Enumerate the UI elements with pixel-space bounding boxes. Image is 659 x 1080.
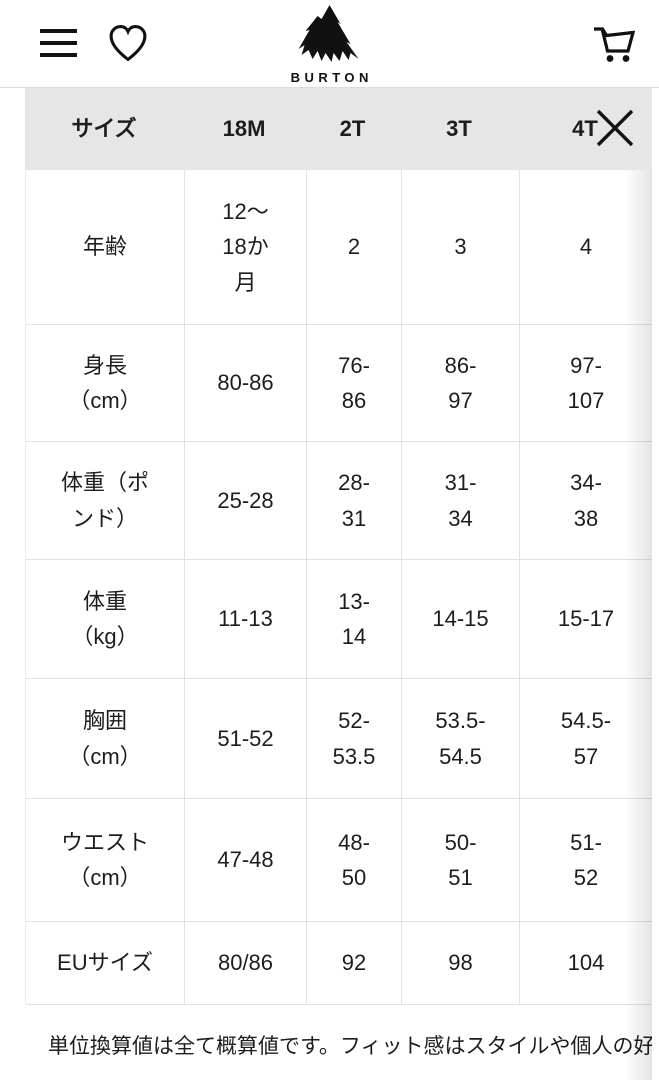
row-label: EUサイズ <box>57 950 153 976</box>
table-cell: 3 <box>401 170 519 324</box>
column-header-18m: 18M <box>222 116 266 142</box>
column-header-4t: 4T <box>572 116 598 142</box>
table-cell: 48- 50 <box>306 799 401 921</box>
table-cell: 28- 31 <box>306 442 401 559</box>
table-cell: 92 <box>306 922 401 1004</box>
table-cell: 86- 97 <box>401 325 519 441</box>
size-chart-header-row: サイズ 18M 2T 3T 4T <box>25 88 652 170</box>
nav-right-group <box>589 0 636 88</box>
table-cell: 25-28 <box>184 442 306 559</box>
table-cell: 104 <box>519 922 652 1004</box>
table-cell: 50- 51 <box>401 799 519 921</box>
table-row-height: 身長 （cm） 80-86 76- 86 86- 97 97- 107 <box>26 325 652 442</box>
menu-icon <box>39 26 78 63</box>
menu-button[interactable] <box>39 26 78 63</box>
table-cell: 15-17 <box>519 560 652 678</box>
table-row-weight-lbs: 体重（ポ ンド） 25-28 28- 31 31- 34 34- 38 <box>26 442 652 560</box>
table-cell: 98 <box>401 922 519 1004</box>
heart-icon <box>106 22 150 67</box>
column-header-size: サイズ <box>71 116 137 142</box>
cart-icon <box>589 20 636 69</box>
table-row-age: 年齢 12〜 18か 月 2 3 4 <box>26 170 652 325</box>
column-header-2t: 2T <box>339 116 366 142</box>
row-label: 胸囲 （cm） <box>68 708 142 769</box>
table-row-waist: ウエスト （cm） 47-48 48- 50 50- 51 51- 52 <box>26 799 652 922</box>
size-chart-modal: サイズ 18M 2T 3T 4T 年齢 12〜 18か 月 2 3 4 身長 （… <box>25 88 652 1080</box>
table-row-eu-size: EUサイズ 80/86 92 98 104 <box>26 922 652 1005</box>
table-row-weight-kg: 体重 （kg） 11-13 13- 14 14-15 15-17 <box>26 560 652 679</box>
row-label: 年齢 <box>82 234 127 260</box>
row-label: 体重 （kg） <box>71 588 139 649</box>
table-cell: 51- 52 <box>519 799 652 921</box>
table-cell: 53.5- 54.5 <box>401 679 519 798</box>
size-chart-body: 年齢 12〜 18か 月 2 3 4 身長 （cm） 80-86 76- 86 … <box>25 170 652 1005</box>
table-cell: 80-86 <box>184 325 306 441</box>
table-cell: 11-13 <box>184 560 306 678</box>
table-cell: 51-52 <box>184 679 306 798</box>
burton-logo[interactable]: BURTON <box>286 4 373 85</box>
table-cell: 80/86 <box>184 922 306 1004</box>
table-cell: 54.5- 57 <box>519 679 652 798</box>
table-cell: 47-48 <box>184 799 306 921</box>
table-cell: 14-15 <box>401 560 519 678</box>
table-cell: 2 <box>306 170 401 324</box>
unit-conversion-note: 単位換算値は全て概算値です。フィット感はスタイルや個人の好みに <box>48 1035 652 1058</box>
row-label: 体重（ポ ンド） <box>60 470 149 531</box>
table-cell: 52- 53.5 <box>306 679 401 798</box>
table-cell: 34- 38 <box>519 442 652 559</box>
nav-left-group <box>39 0 150 88</box>
burton-mountain-icon <box>290 4 370 67</box>
table-cell: 76- 86 <box>306 325 401 441</box>
row-label: 身長 （cm） <box>68 352 142 413</box>
table-cell: 31- 34 <box>401 442 519 559</box>
table-cell: 13- 14 <box>306 560 401 678</box>
close-icon <box>595 108 635 151</box>
table-cell: 12〜 18か 月 <box>184 170 306 324</box>
row-label: ウエスト （cm） <box>60 829 149 890</box>
table-row-chest: 胸囲 （cm） 51-52 52- 53.5 53.5- 54.5 54.5- … <box>26 679 652 799</box>
cart-button[interactable] <box>589 20 636 69</box>
brand-wordmark: BURTON <box>290 70 373 85</box>
close-button[interactable] <box>594 108 636 150</box>
wishlist-button[interactable] <box>106 22 150 67</box>
table-cell: 4 <box>519 170 652 324</box>
column-header-3t: 3T <box>446 116 472 142</box>
table-cell: 97- 107 <box>519 325 652 441</box>
top-nav: BURTON <box>0 0 659 88</box>
